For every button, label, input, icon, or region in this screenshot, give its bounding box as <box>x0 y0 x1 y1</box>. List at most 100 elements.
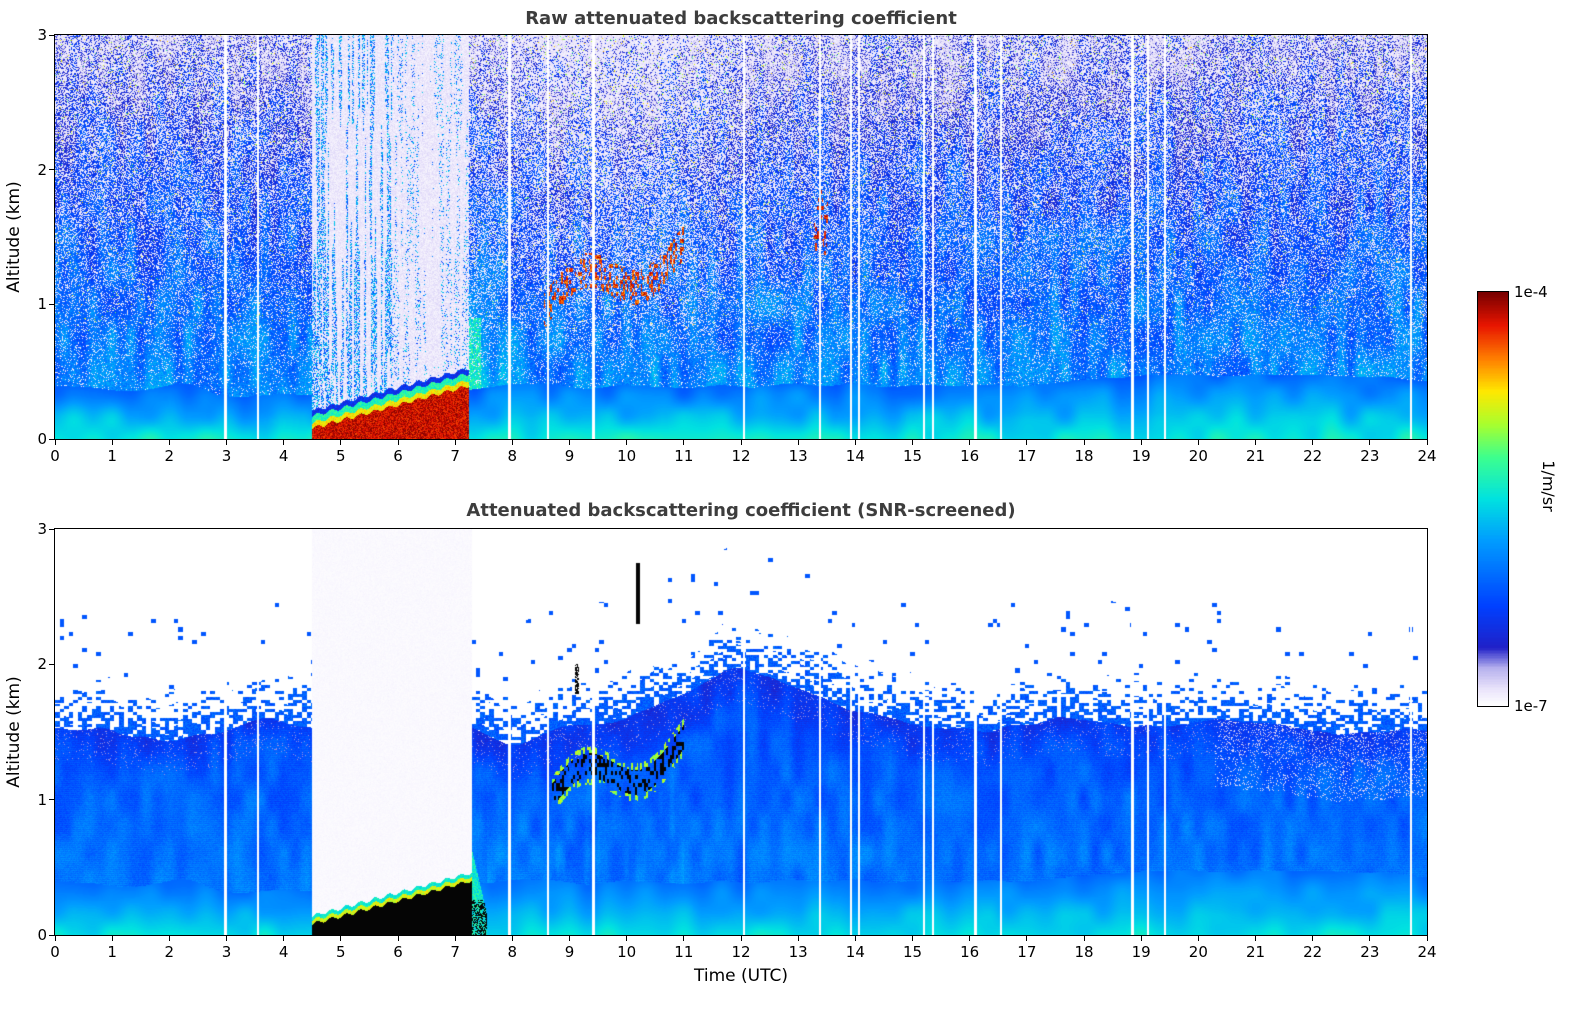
x-tick-label: 4 <box>278 943 289 961</box>
y-tick-mark <box>49 528 54 530</box>
x-tick-label: 9 <box>564 943 575 961</box>
x-tick-mark <box>397 936 399 941</box>
raw-panel-frame <box>54 34 1428 440</box>
x-tick-label: 1 <box>107 447 117 465</box>
x-tick-mark <box>1426 440 1428 445</box>
x-tick-mark <box>1312 440 1314 445</box>
x-tick-label: 6 <box>393 447 403 465</box>
colorbar-max-label: 1e-4 <box>1514 283 1548 301</box>
x-tick-mark <box>340 936 342 941</box>
x-tick-label: 21 <box>1245 943 1266 961</box>
x-tick-mark <box>1083 440 1085 445</box>
x-tick-label: 2 <box>164 447 175 465</box>
y-tick-label: 2 <box>37 160 47 179</box>
y-tick-label: 2 <box>37 655 47 674</box>
x-tick-label: 16 <box>960 943 980 961</box>
x-tick-label: 20 <box>1188 943 1208 961</box>
x-tick-mark <box>626 936 628 941</box>
x-tick-mark <box>226 440 227 445</box>
x-tick-label: 18 <box>1074 447 1094 465</box>
x-tick-label: 10 <box>617 447 637 465</box>
x-tick-label: 7 <box>450 943 460 961</box>
x-tick-mark <box>854 440 856 445</box>
x-tick-mark <box>168 936 170 941</box>
y-tick-mark <box>49 169 54 171</box>
y-tick-mark <box>49 438 54 440</box>
x-tick-label: 24 <box>1417 943 1437 961</box>
y-tick-label: 0 <box>37 926 47 944</box>
x-tick-mark <box>454 936 456 941</box>
x-tick-mark <box>168 440 170 445</box>
x-tick-label: 0 <box>50 447 60 465</box>
x-tick-label: 16 <box>960 447 980 465</box>
x-tick-label: 11 <box>674 943 694 961</box>
x-tick-mark <box>1426 936 1428 941</box>
x-tick-mark <box>283 936 285 941</box>
x-tick-label: 8 <box>507 943 518 961</box>
raw-panel-title: Raw attenuated backscattering coefficien… <box>525 8 957 29</box>
colorbar-unit-label: 1/m/sr <box>1539 460 1558 512</box>
x-tick-label: 22 <box>1303 943 1323 961</box>
x-tick-label: 8 <box>507 447 518 465</box>
x-tick-label: 23 <box>1360 943 1380 961</box>
x-tick-label: 3 <box>221 943 232 961</box>
x-tick-mark <box>683 936 685 941</box>
x-tick-label: 2 <box>164 943 175 961</box>
x-tick-label: 11 <box>674 447 694 465</box>
x-tick-label: 6 <box>393 943 403 961</box>
x-tick-label: 19 <box>1131 447 1151 465</box>
x-tick-label: 10 <box>617 943 637 961</box>
x-tick-mark <box>740 440 742 445</box>
x-tick-mark <box>969 440 971 445</box>
y-tick-mark <box>49 663 54 665</box>
x-tick-label: 21 <box>1245 447 1266 465</box>
y-tick-label: 0 <box>37 430 47 448</box>
y-tick-mark <box>49 934 54 936</box>
x-tick-mark <box>111 936 113 941</box>
time-axis-label: Time (UTC) <box>694 966 788 986</box>
colorbar-frame <box>1477 291 1509 707</box>
screened-backscatter-heatmap-canvas <box>55 529 1427 935</box>
x-tick-mark <box>969 936 971 941</box>
x-tick-label: 12 <box>731 447 751 465</box>
x-tick-mark <box>511 936 513 941</box>
x-tick-label: 7 <box>450 447 460 465</box>
raw-backscatter-heatmap-canvas <box>55 35 1427 439</box>
x-tick-mark <box>1197 440 1199 445</box>
y-tick-label: 3 <box>37 520 47 538</box>
x-tick-label: 1 <box>107 943 117 961</box>
x-tick-mark <box>1083 936 1085 941</box>
x-tick-mark <box>1140 936 1142 941</box>
screened-panel-title: Attenuated backscattering coefficient (S… <box>466 500 1016 521</box>
x-tick-mark <box>1026 936 1028 941</box>
x-tick-mark <box>797 440 799 445</box>
x-tick-label: 18 <box>1074 943 1094 961</box>
x-tick-mark <box>569 936 570 941</box>
x-tick-label: 20 <box>1188 447 1208 465</box>
x-tick-mark <box>54 440 56 445</box>
x-tick-mark <box>1312 936 1314 941</box>
x-tick-label: 15 <box>902 447 923 465</box>
x-tick-label: 13 <box>788 943 808 961</box>
y-tick-label: 1 <box>37 295 47 314</box>
x-tick-label: 13 <box>788 447 808 465</box>
x-tick-mark <box>740 936 742 941</box>
y-tick-mark <box>49 34 54 36</box>
x-tick-label: 17 <box>1017 447 1037 465</box>
x-tick-mark <box>797 936 799 941</box>
x-tick-mark <box>1197 936 1199 941</box>
x-tick-mark <box>912 440 913 445</box>
x-tick-mark <box>397 440 399 445</box>
x-tick-mark <box>626 440 628 445</box>
x-tick-mark <box>226 936 227 941</box>
x-tick-mark <box>1255 936 1256 941</box>
x-tick-label: 3 <box>221 447 232 465</box>
x-tick-mark <box>569 440 570 445</box>
y-tick-mark <box>49 799 54 801</box>
x-tick-mark <box>683 440 685 445</box>
x-tick-label: 5 <box>336 943 346 961</box>
x-tick-mark <box>1369 440 1371 445</box>
x-tick-label: 14 <box>845 447 865 465</box>
x-tick-label: 14 <box>845 943 865 961</box>
